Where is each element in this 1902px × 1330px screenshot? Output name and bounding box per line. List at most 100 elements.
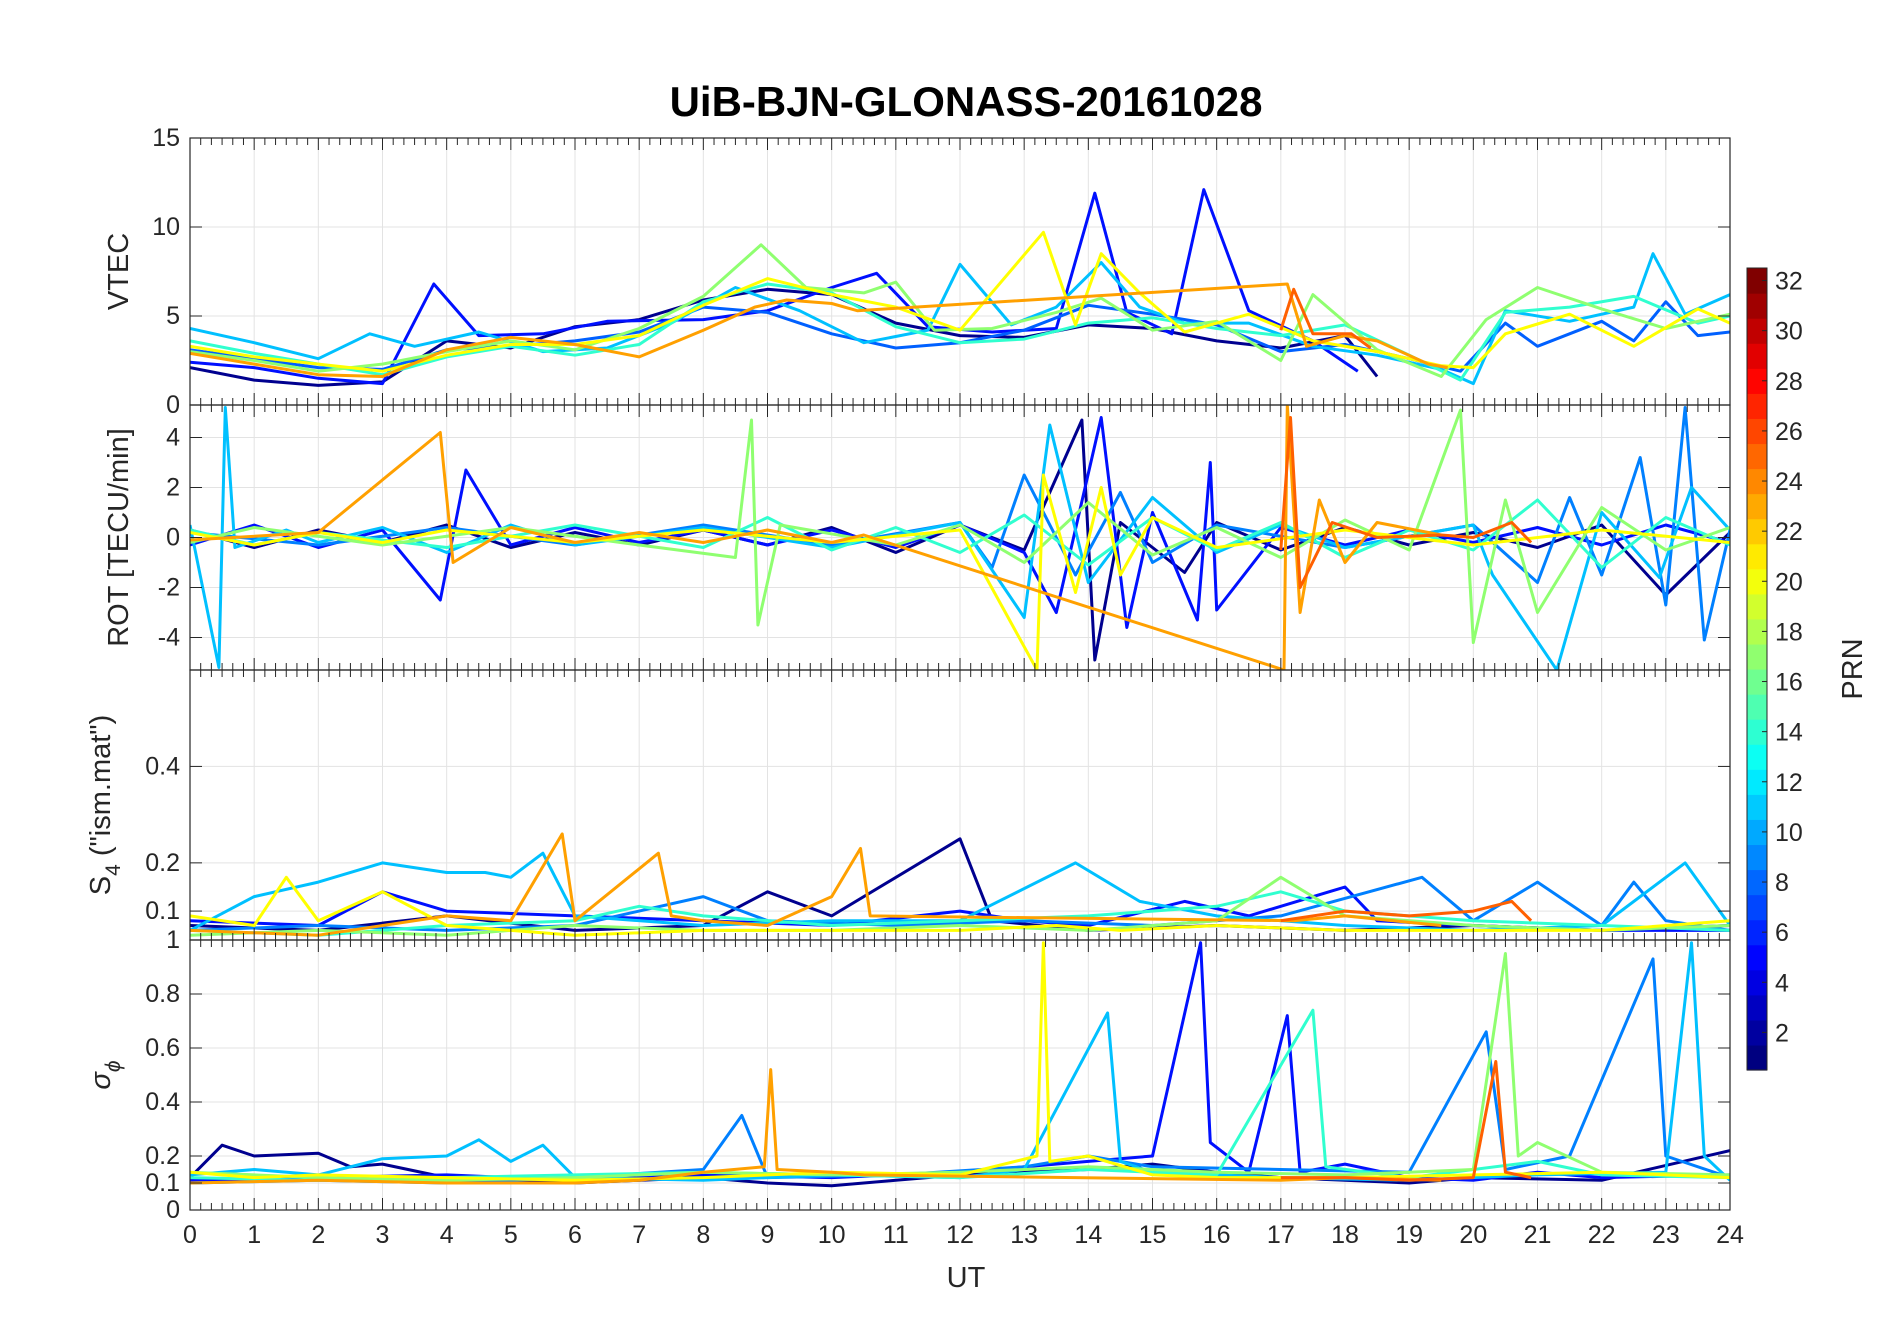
colorbar-segment	[1747, 944, 1767, 971]
colorbar-segment	[1747, 919, 1767, 946]
x-tick-labels: 0 1 2 3 4 5 6 7 8 9 10 11 12 13 14 15 16 17 18 19 20 21 22 23 24	[183, 1221, 1744, 1249]
colorbar-segment	[1747, 568, 1767, 595]
y-tick-label: 5	[166, 302, 180, 330]
colorbar-tick-label: 4	[1775, 969, 1789, 997]
colorbar-segment	[1747, 643, 1767, 670]
colorbar-frame	[1746, 267, 1768, 1071]
series-line-prn-15	[190, 282, 1730, 382]
colorbar-segment	[1747, 618, 1767, 645]
series-line-prn-24	[1280, 1060, 1532, 1182]
y-tick-label: -4	[158, 624, 180, 652]
series-line-prn-24	[1279, 416, 1533, 589]
colorbar-segment	[1747, 393, 1767, 419]
x-ticks	[189, 670, 1731, 940]
y-axis-label: σϕ	[85, 1060, 125, 1089]
x-tick-label: 13	[1010, 1221, 1038, 1249]
y-tick-label: 15	[152, 124, 180, 152]
series-line-prn-22	[190, 405, 1442, 670]
y-axis-label-subscript: ϕ	[102, 1060, 125, 1072]
colorbar-tick-label: 20	[1775, 568, 1803, 596]
y-tick-label: 0	[166, 391, 180, 419]
colorbar-segment	[1747, 593, 1767, 620]
y-axis-label-main: S	[85, 876, 117, 895]
colorbar-segment	[1747, 368, 1767, 394]
y-ticks: 0 5 10 15	[152, 124, 1730, 419]
colorbar-segment	[1747, 1019, 1767, 1046]
colorbar-tick-label: 28	[1775, 368, 1803, 396]
colorbar-segment	[1747, 694, 1767, 720]
x-tick-label: 18	[1331, 1221, 1359, 1249]
colorbar-segment	[1747, 744, 1767, 770]
series-line-prn-8	[190, 300, 1730, 373]
series-line-prn-20	[190, 473, 1730, 670]
panel-vtec: 0 5 10 15 VTEC	[103, 124, 1731, 419]
y-tick-label: 0.4	[145, 1088, 180, 1116]
y-tick-label: 0	[166, 1196, 180, 1224]
colorbar-segment	[1747, 443, 1767, 470]
colorbar-segment	[1747, 844, 1767, 871]
y-axis-label-main: σ	[85, 1071, 117, 1090]
y-ticks: -4 -2 0 2 4	[158, 424, 1730, 652]
x-tick-label: 1	[247, 1221, 261, 1249]
chart-title: UiB-BJN-GLONASS-20161028	[670, 78, 1263, 125]
colorbar-label: PRN	[1837, 638, 1869, 699]
y-tick-label: 0.6	[145, 1034, 180, 1062]
x-tick-label: 19	[1395, 1221, 1423, 1249]
x-tick-label: 2	[311, 1221, 325, 1249]
colorbar-segment	[1747, 268, 1767, 294]
colorbar-tick-label: 30	[1775, 318, 1803, 346]
colorbar-tick-label: 16	[1775, 669, 1803, 697]
colorbar-tick-label: 22	[1775, 518, 1803, 546]
x-tick-label: 12	[946, 1221, 974, 1249]
y-tick-label: 0.2	[145, 1142, 180, 1170]
colorbar-tick-label: 10	[1775, 819, 1803, 847]
x-tick-label: 23	[1652, 1221, 1680, 1249]
x-tick-label: 5	[504, 1221, 518, 1249]
colorbar-tick-label: 32	[1775, 268, 1803, 296]
x-tick-label: 0	[183, 1221, 197, 1249]
series-line-prn-5	[190, 188, 1359, 386]
colorbar-segment	[1747, 1044, 1767, 1071]
colorbar-segment	[1747, 669, 1767, 695]
x-tick-label: 16	[1203, 1221, 1231, 1249]
x-tick-label: 7	[632, 1221, 646, 1249]
y-tick-label: 0.8	[145, 980, 180, 1008]
y-axis-label-tail: ("ism.mat")	[85, 715, 117, 864]
x-ticks	[189, 940, 1731, 1210]
series-line-prn-17	[190, 243, 1730, 378]
y-axis-label: S4 ("ism.mat")	[85, 715, 125, 896]
colorbar-tick-label: 26	[1775, 418, 1803, 446]
x-tick-label: 14	[1074, 1221, 1102, 1249]
y-tick-label: 0.2	[145, 849, 180, 877]
x-tick-label: 22	[1588, 1221, 1616, 1249]
x-tick-label: 15	[1139, 1221, 1167, 1249]
colorbar-tick-label: 2	[1775, 1019, 1789, 1047]
series-group	[190, 941, 1730, 1188]
y-tick-label: 0	[166, 524, 180, 552]
series-line-prn-24	[1279, 287, 1372, 350]
series-line-prn-20	[190, 230, 1730, 373]
x-ticks	[189, 405, 1731, 670]
series-line-prn-15	[190, 890, 1730, 937]
x-tick-label: 4	[440, 1221, 454, 1249]
y-tick-label: 10	[152, 213, 180, 241]
y-axis-label: VTEC	[103, 233, 135, 310]
x-tick-label: 9	[761, 1221, 775, 1249]
colorbar-segment	[1747, 994, 1767, 1021]
colorbar-segment	[1747, 318, 1767, 344]
colorbar-tick-label: 6	[1775, 919, 1789, 947]
colorbar-segment	[1747, 969, 1767, 996]
colorbar-segment	[1747, 869, 1767, 896]
series-line-prn-2	[190, 837, 1730, 932]
x-ticks	[189, 138, 1731, 405]
colorbar-segment	[1747, 794, 1767, 820]
series-line-prn-15	[190, 1008, 1730, 1182]
series-line-prn-22	[190, 832, 1442, 937]
series-line-prn-17	[190, 408, 1730, 644]
colorbar-segment	[1747, 894, 1767, 921]
